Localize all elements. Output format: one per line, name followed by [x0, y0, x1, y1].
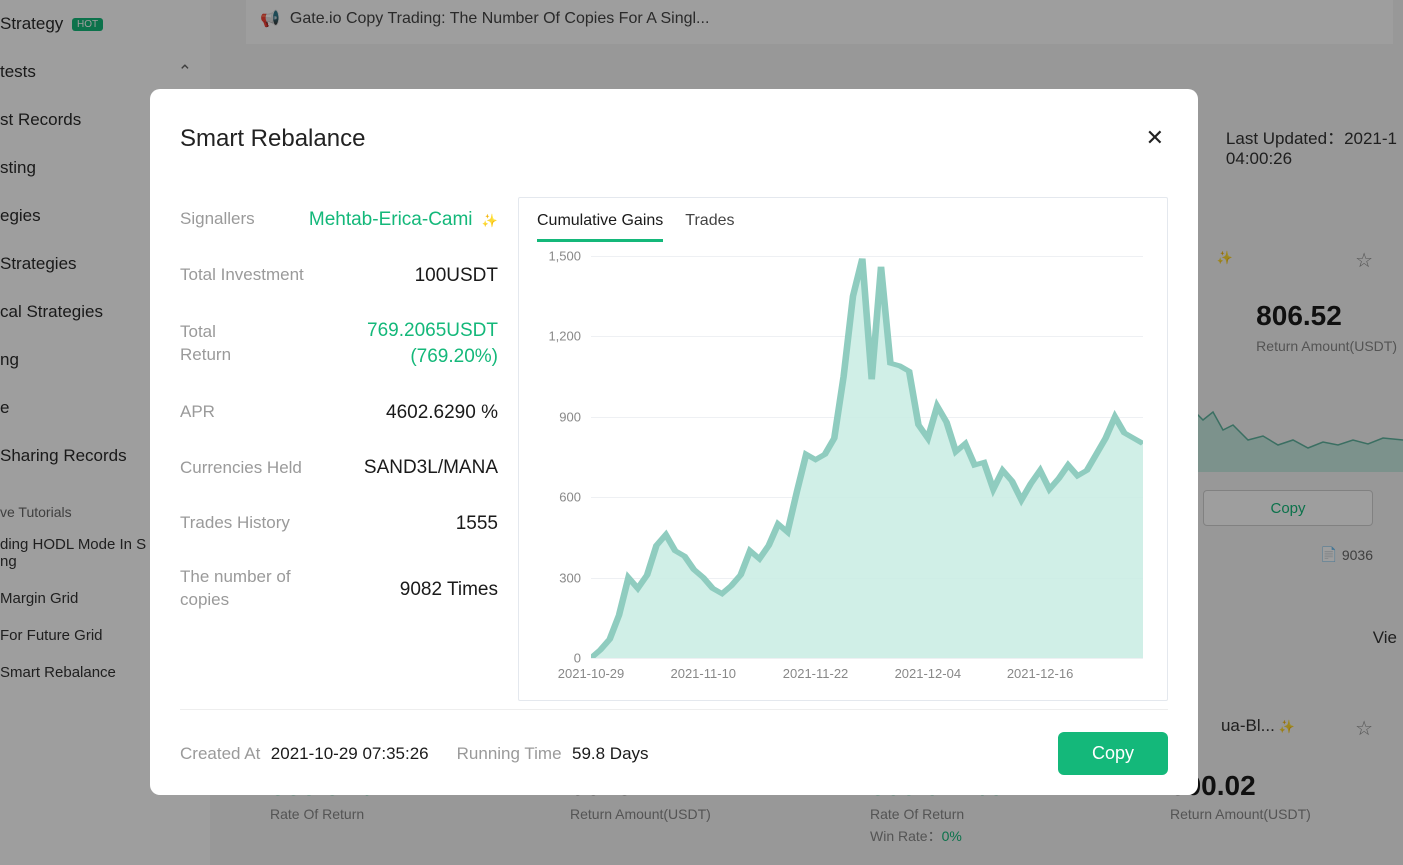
info-key: APR — [180, 401, 215, 424]
info-row-return: Total Return 769.2065USDT (769.20%) — [180, 308, 498, 389]
info-value: 769.2065USDT (769.20%) — [280, 318, 498, 369]
modal-body: Signallers Mehtab-Erica-Cami ✨ Total Inv… — [180, 197, 1168, 701]
info-row-apr: APR 4602.6290 % — [180, 390, 498, 446]
modal-footer: Created At 2021-10-29 07:35:26 Running T… — [180, 709, 1168, 775]
y-tick-label: 0 — [574, 651, 581, 666]
footer-key: Created At — [180, 744, 260, 763]
info-value: 4602.6290 % — [386, 400, 498, 426]
y-tick-label: 600 — [559, 490, 581, 505]
info-column: Signallers Mehtab-Erica-Cami ✨ Total Inv… — [180, 197, 498, 701]
info-key: Trades History — [180, 512, 290, 535]
x-tick-label: 2021-10-29 — [558, 666, 625, 681]
info-row-signallers: Signallers Mehtab-Erica-Cami ✨ — [180, 197, 498, 253]
x-tick-label: 2021-12-16 — [1007, 666, 1074, 681]
footer-running: Running Time 59.8 Days — [457, 744, 649, 764]
info-key: Total Investment — [180, 264, 304, 287]
chart-tabs: Cumulative Gains Trades — [537, 212, 1149, 242]
info-row-trades: Trades History 1555 — [180, 501, 498, 557]
tab-trades[interactable]: Trades — [685, 212, 734, 242]
x-tick-label: 2021-11-10 — [670, 666, 736, 681]
info-row-investment: Total Investment 100USDT — [180, 253, 498, 309]
modal-header: Smart Rebalance ✕ — [180, 125, 1168, 153]
info-key: Currencies Held — [180, 457, 302, 480]
footer-value: 2021-10-29 07:35:26 — [271, 744, 429, 763]
footer-value: 59.8 Days — [572, 744, 649, 763]
x-tick-label: 2021-12-04 — [895, 666, 962, 681]
y-tick-label: 1,200 — [548, 329, 581, 344]
info-row-currencies: Currencies Held SAND3L/MANA — [180, 445, 498, 501]
grid-line — [591, 658, 1143, 659]
x-tick-label: 2021-11-22 — [783, 666, 849, 681]
modal-title: Smart Rebalance — [180, 125, 365, 153]
info-value: 1555 — [456, 511, 498, 537]
info-value: 9082 Times — [400, 577, 498, 603]
smart-rebalance-modal: Smart Rebalance ✕ Signallers Mehtab-Eric… — [150, 89, 1198, 795]
info-key: Signallers — [180, 208, 255, 231]
chart-area: 03006009001,2001,500 2021-10-292021-11-1… — [537, 256, 1149, 692]
footer-created: Created At 2021-10-29 07:35:26 — [180, 744, 429, 764]
tab-cumulative-gains[interactable]: Cumulative Gains — [537, 212, 663, 242]
area-chart-svg — [591, 256, 1143, 658]
info-row-copies: The number of copies 9082 Times — [180, 556, 498, 632]
signallers-link[interactable]: Mehtab-Erica-Cami ✨ — [309, 207, 498, 233]
verify-badge-icon: ✨ — [482, 213, 498, 228]
y-tick-label: 1,500 — [548, 249, 581, 264]
y-tick-label: 300 — [559, 570, 581, 585]
copy-button[interactable]: Copy — [1058, 732, 1168, 775]
y-axis: 03006009001,2001,500 — [537, 256, 587, 658]
close-icon[interactable]: ✕ — [1142, 125, 1168, 151]
info-key: The number of copies — [180, 566, 330, 612]
chart-panel: Cumulative Gains Trades 0 300 600 900 1,200 1… — [518, 197, 1168, 701]
info-value: 100USDT — [415, 263, 498, 289]
footer-key: Running Time — [457, 744, 562, 763]
info-key: Total Return — [180, 321, 270, 367]
x-axis: 2021-10-292021-11-102021-11-222021-12-04… — [591, 662, 1143, 692]
y-tick-label: 900 — [559, 409, 581, 424]
info-value: SAND3L/MANA — [364, 455, 498, 481]
signallers-name: Mehtab-Erica-Cami — [309, 209, 473, 230]
plot — [591, 256, 1143, 658]
